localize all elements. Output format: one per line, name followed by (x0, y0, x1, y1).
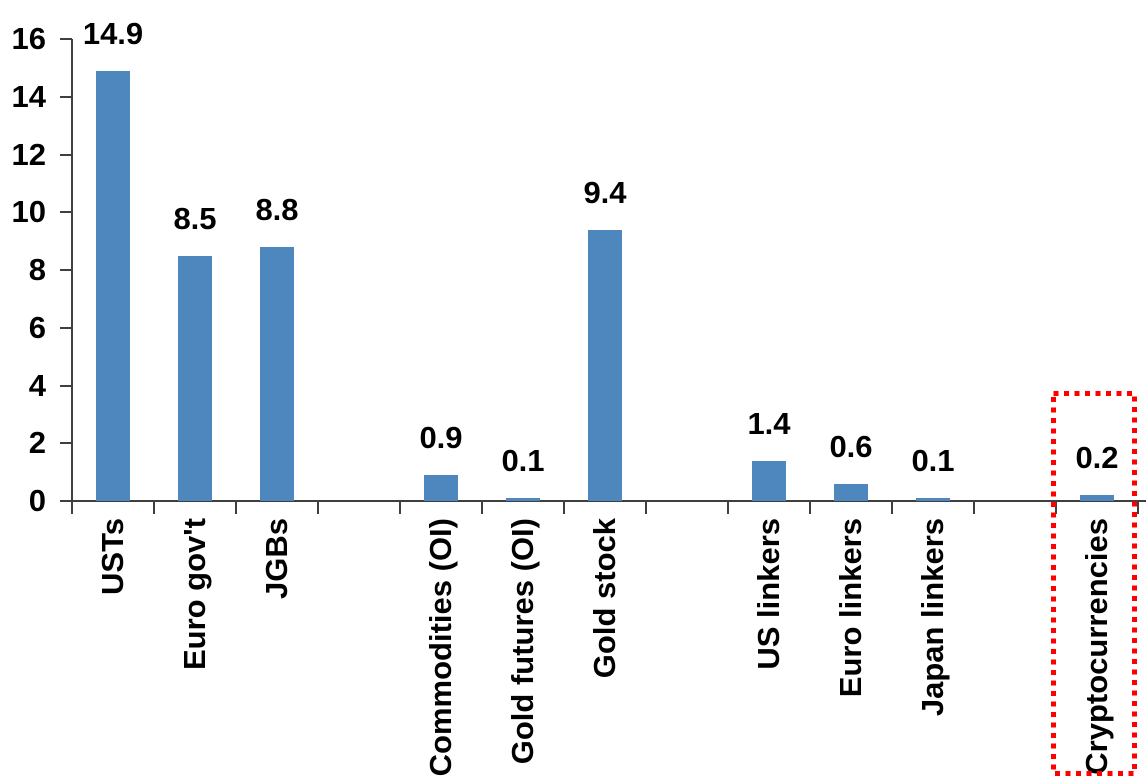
bar-value-label: 8.8 (255, 192, 299, 227)
y-axis-tick-label: 16 (11, 21, 46, 56)
x-tick (891, 501, 893, 514)
bar-us-linkers (752, 461, 786, 501)
y-axis-tick-label: 0 (28, 483, 46, 518)
y-axis-tick-label: 12 (11, 136, 46, 172)
bar-value-label: 0.9 (419, 420, 463, 455)
x-tick (809, 501, 811, 514)
bar-euro-linkers (834, 484, 868, 501)
category-label: Gold futures (OI) (505, 518, 540, 765)
y-tick (60, 153, 72, 156)
x-tick (563, 501, 565, 514)
y-axis-tick-label: 8 (28, 252, 46, 287)
x-tick (1137, 501, 1139, 514)
bar-value-label: 14.9 (82, 16, 144, 51)
x-tick (1055, 501, 1057, 514)
y-tick (60, 95, 72, 98)
bar-value-label: 8.5 (173, 201, 217, 236)
y-axis-tick-label: 2 (28, 425, 46, 461)
bar-gold-stock (588, 230, 622, 501)
y-axis-tick-label: 4 (28, 367, 46, 403)
bar-value-label: 0.1 (911, 443, 955, 478)
y-tick (60, 211, 72, 214)
category-label: Euro linkers (833, 518, 868, 698)
y-tick (60, 269, 72, 271)
bar-cryptocurrencies (1080, 495, 1114, 501)
x-tick (645, 501, 647, 514)
y-axis-line (71, 39, 73, 503)
bar-jgbs (260, 247, 294, 501)
y-tick (60, 384, 72, 387)
y-axis-tick-label: 14 (11, 78, 46, 114)
bar-value-label: 9.4 (583, 175, 627, 210)
x-tick (153, 501, 155, 514)
y-axis-tick-label: 10 (11, 194, 46, 230)
y-tick (60, 442, 72, 445)
bar-commodities-oi (424, 475, 458, 501)
y-axis-tick-label: 6 (28, 309, 46, 345)
x-tick (317, 501, 319, 514)
category-label: Japan linkers (915, 518, 950, 717)
x-tick (399, 501, 401, 514)
y-tick (60, 326, 72, 329)
bar-japan-linkers (916, 498, 950, 501)
category-label: JGBs (259, 518, 294, 599)
x-tick (481, 501, 483, 514)
x-tick (727, 501, 729, 514)
category-label: US linkers (751, 518, 786, 670)
bar-euro-gov-t (178, 256, 212, 501)
bar-gold-futures-oi (506, 498, 540, 501)
x-axis-line (60, 500, 1146, 502)
bar-value-label: 0.1 (501, 443, 545, 478)
bar-value-label: 1.4 (747, 406, 791, 441)
bar-value-label: 0.6 (829, 429, 873, 464)
bar-value-label: 0.2 (1075, 440, 1119, 475)
bar-usts (96, 71, 130, 501)
y-tick (60, 38, 72, 40)
category-label: Commodities (OI) (423, 518, 458, 777)
category-label: Gold stock (587, 518, 622, 679)
category-label: Cryptocurrencies (1079, 518, 1114, 775)
x-tick (71, 501, 73, 514)
x-tick (235, 501, 237, 514)
y-tick (60, 500, 72, 502)
x-tick (973, 501, 975, 514)
category-label: Euro gov't (177, 518, 212, 671)
category-label: USTs (95, 518, 130, 595)
